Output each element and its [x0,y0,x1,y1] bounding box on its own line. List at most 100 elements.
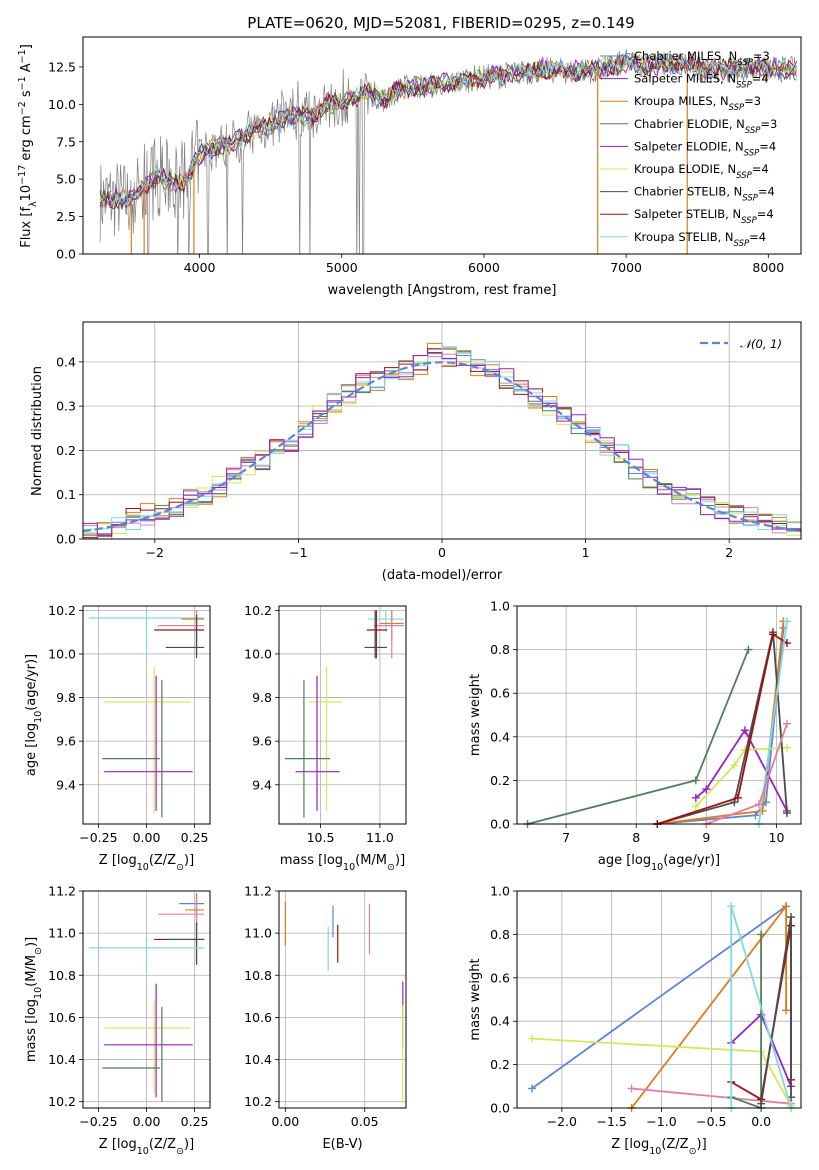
label-part: ⊙ [176,862,184,873]
label-part: (age/yr)] [663,853,720,868]
axes: −0.25 0.00 0.25 9.4 9.6 9.8 10.0 10.2 [48,603,208,845]
legend-label: Kroupa ELODIE, NSSP=4 [634,162,769,181]
panel-frame [278,605,407,825]
label-part: 10 [651,862,663,873]
axes: −2.0 −1.5 −1.0 −0.5 0.0 0.0 0.2 0.4 0.6 0.8 1.0 [490,884,771,1130]
weight-point [691,802,700,811]
label-part: age [log [24,723,39,776]
legend-subscript: SSP [737,58,753,68]
legend-count: =4 [749,230,766,244]
y-tick-label: 9.4 [252,777,272,792]
label-part: Z [log [99,853,137,868]
legend-label: Chabrier STELIB, NSSP=4 [634,185,775,204]
y-axis-label: mass weight [468,674,483,756]
y-tick-label: 10.2 [244,603,272,618]
legend-text: Chabrier ELODIE, N [634,117,745,131]
weight-line [631,1087,792,1105]
y-tick-label: 10.0 [48,97,76,112]
y-tick-label: 0.2 [490,773,510,788]
label-part: −17 [17,165,28,185]
x-tick-label: 0.00 [133,830,161,845]
y-tick-label: 0.0 [56,532,76,547]
weight-point [740,726,749,735]
weight-vs-Z-panel: −2.0 −1.5 −1.0 −0.5 0.0 0.0 0.2 0.4 0.6 0.8 1.0 Z [… [468,884,802,1157]
x-tick-label: 2 [725,545,733,560]
x-axis-label: mass [log10(M/M⊙)] [280,853,405,873]
panel-frame [82,890,211,1109]
spectrum-xlabel: wavelength [Angstrom, rest frame] [328,283,557,298]
x-tick-label: 0.0 [751,1114,771,1129]
y-tick-label: 0.2 [490,1057,510,1072]
legend-subscript: SSP [729,103,745,113]
y-tick-label: 10.6 [48,1010,76,1025]
spectrum-ylabel: Flux [fλ10−17 erg cm−2 s−1 A−1] [17,44,39,248]
label-part: )] [697,1137,707,1152]
weight-point [691,793,700,802]
y-tick-label: 0.0 [56,247,76,262]
weight-line [656,632,788,825]
x-tick-label: 11.0 [366,830,394,845]
weight-point [758,806,767,815]
label-part: Z [log [99,1137,137,1152]
marks [284,610,404,818]
age-vs-mass-panel: 10.5 11.0 9.4 9.6 9.8 10.0 10.2 mass [log10(M/M… [244,603,407,873]
label-part: )] [24,937,39,947]
legend-label: 𝒩(0, 1) [740,337,782,351]
histogram-step-line [83,353,801,536]
legend-text: Chabrier STELIB, N [634,185,742,199]
model-spectrum-line [99,53,798,211]
axes: 10.5 11.0 9.4 9.6 9.8 10.0 10.2 [244,603,394,845]
legend-count: =3 [760,117,777,131]
weight-point [527,1084,536,1093]
y-axis-label: mass [log10(M/M⊙)] [24,937,44,1062]
label-part: ⊙ [176,1146,184,1157]
histogram-steps [83,342,801,539]
label-part: s [19,90,34,101]
y-tick-label: 10.4 [244,1052,272,1067]
x-tick-label: −2.0 [547,1114,577,1129]
legend-count: =4 [759,139,776,153]
x-tick-label: 7000 [610,260,642,275]
legend-count: =4 [758,185,775,199]
x-tick-label: 8000 [752,260,784,275]
label-part: )] [184,853,194,868]
weight-point [702,785,711,794]
axes: 0.00 0.05 10.2 10.4 10.6 10.8 11.0 11.2 [244,884,378,1130]
marks [88,893,205,1102]
label-part: 10 [649,1146,661,1157]
weight-line [656,632,788,825]
weight-point [733,793,742,802]
label-part: 10 [343,862,355,873]
y-tick-label: 10.2 [48,603,76,618]
weight-point [782,809,791,818]
legend-subscript: SSP [734,239,750,249]
y-tick-label: 9.6 [56,734,76,749]
x-tick-label: −0.5 [696,1114,726,1129]
legend-label: Salpeter MILES, NSSP=4 [634,72,769,91]
label-part: 10 [137,1146,149,1157]
y-tick-label: 10.0 [48,646,76,661]
residual-histogram-panel: −2 −1 0 1 2 0.0 0.1 0.2 0.3 0.4 (data-model)/erro… [30,321,802,583]
axes: 7 8 9 10 0.0 0.2 0.4 0.6 0.8 1.0 [490,599,784,846]
spectrum-axes: 4000 5000 6000 7000 8000 0.0 2.5 5.0 7.5 10.0 12.5 [48,59,784,275]
x-tick-label: 9 [702,830,710,845]
legend-subscript: SSP [736,81,752,91]
model-spectrum-line [99,54,798,209]
label-part: 10 [33,987,44,999]
y-tick-label: 0.4 [490,729,510,744]
x-tick-label: 10 [769,830,785,845]
x-tick-label: −1.0 [646,1114,676,1129]
label-part: )] [184,1137,194,1152]
weight-point [782,719,791,728]
legend-count: =4 [752,72,769,86]
x-tick-label: 6000 [468,260,500,275]
y-axis-label: mass weight [468,958,483,1040]
grid [517,605,801,825]
weight-point [768,630,777,639]
weight-line [630,903,787,1109]
spectrum-plot-area [99,49,798,254]
y-tick-label: 9.4 [56,777,76,792]
label-part: Z [log [611,1137,649,1152]
x-tick-label: 0.05 [351,1114,379,1129]
y-tick-label: 0.6 [490,686,510,701]
